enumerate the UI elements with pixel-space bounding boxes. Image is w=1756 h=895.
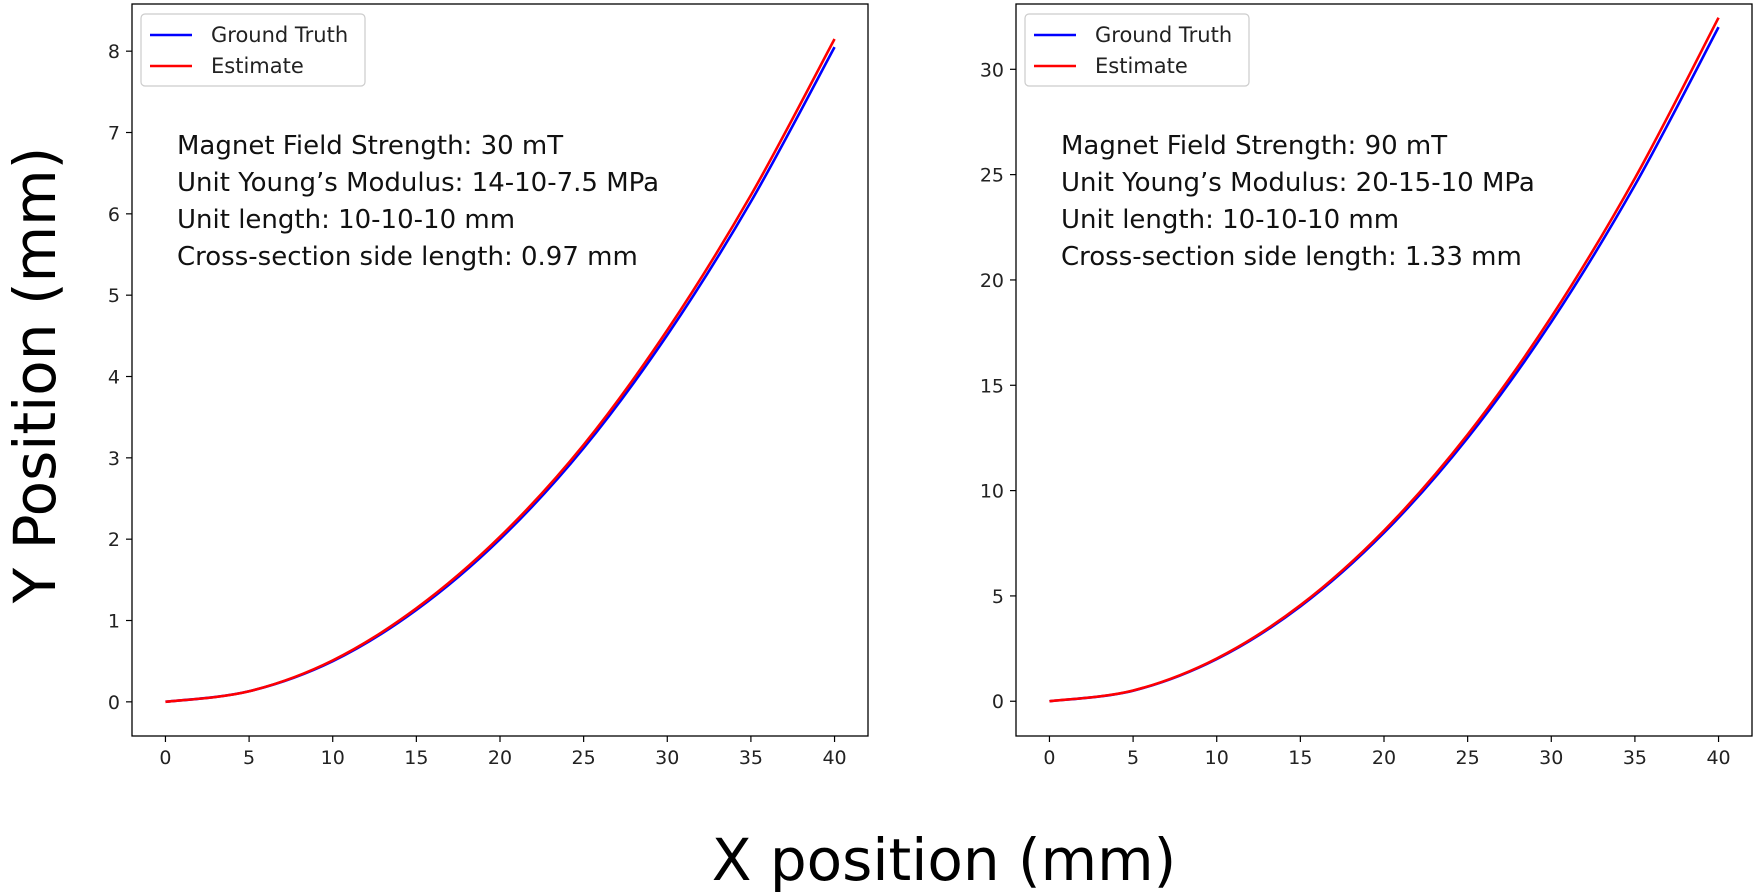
- y-tick-label: 25: [980, 165, 1004, 187]
- right-chart-panel: 0 5 10 15 20 25 30 35 40 0 5 10 15 20 25 30 Ground Truth…: [980, 3, 1753, 769]
- series-line-estimate: [1049, 17, 1720, 703]
- y-tick-label: 15: [980, 375, 1004, 397]
- annotation-line: Unit Young’s Modulus: 20-15-10 MPa: [1061, 168, 1535, 198]
- y-tick-label: 2: [108, 529, 120, 551]
- legend-label: Estimate: [1095, 54, 1188, 78]
- x-axis-title: X position (mm): [712, 826, 1177, 894]
- y-tick-label: 0: [992, 691, 1004, 713]
- x-tick-label: 40: [822, 747, 846, 769]
- legend-box: [140, 13, 366, 87]
- x-tick-label: 15: [404, 747, 428, 769]
- annotation-line: Magnet Field Strength: 30 mT: [177, 131, 563, 161]
- annotation-line: Unit length: 10-10-10 mm: [1061, 205, 1399, 235]
- left-chart-panel: 0 5 10 15 20 25 30 35 40 0 1 2 3 4 5 6 7 8 Ground Truth Est…: [108, 3, 869, 769]
- y-tick-label: 6: [108, 204, 120, 226]
- y-tick-label: 1: [108, 611, 120, 633]
- legend-label: Ground Truth: [211, 23, 348, 47]
- axes-frame: [1015, 3, 1753, 737]
- x-tick-label: 25: [1456, 747, 1480, 769]
- x-tick-label: 10: [1205, 747, 1229, 769]
- y-tick-label: 3: [108, 448, 120, 470]
- y-tick-label: 7: [108, 123, 120, 145]
- x-tick-label: 0: [159, 747, 171, 769]
- y-axis-title: Y Position (mm): [1, 147, 69, 604]
- series-line-ground-truth: [1049, 26, 1720, 703]
- x-tick-label: 35: [739, 747, 763, 769]
- y-tick-label: 10: [980, 481, 1004, 503]
- annotation-line: Unit length: 10-10-10 mm: [177, 205, 515, 235]
- x-tick-label: 30: [1539, 747, 1563, 769]
- x-tick-label: 10: [321, 747, 345, 769]
- y-tick-label: 5: [992, 586, 1004, 608]
- x-tick-label: 0: [1043, 747, 1055, 769]
- x-tick-label: 5: [1127, 747, 1139, 769]
- annotation-line: Cross-section side length: 1.33 mm: [1061, 242, 1522, 272]
- legend-label: Estimate: [211, 54, 304, 78]
- axes-frame: [131, 3, 869, 737]
- y-tick-label: 0: [108, 692, 120, 714]
- x-tick-label: 40: [1706, 747, 1730, 769]
- series-line-estimate: [165, 38, 836, 704]
- x-tick-label: 25: [572, 747, 596, 769]
- x-tick-label: 30: [655, 747, 679, 769]
- x-tick-label: 20: [488, 747, 512, 769]
- annotation-line: Unit Young’s Modulus: 14-10-7.5 MPa: [177, 168, 659, 198]
- y-tick-label: 20: [980, 270, 1004, 292]
- y-tick-label: 30: [980, 59, 1004, 81]
- y-tick-label: 8: [108, 41, 120, 63]
- y-tick-label: 4: [108, 367, 120, 389]
- x-tick-label: 35: [1623, 747, 1647, 769]
- annotation-line: Cross-section side length: 0.97 mm: [177, 242, 638, 272]
- y-tick-label: 5: [108, 285, 120, 307]
- x-tick-label: 15: [1288, 747, 1312, 769]
- legend-label: Ground Truth: [1095, 23, 1232, 47]
- annotation-line: Magnet Field Strength: 90 mT: [1061, 131, 1447, 161]
- x-tick-label: 5: [243, 747, 255, 769]
- legend-box: [1024, 13, 1250, 87]
- x-tick-label: 20: [1372, 747, 1396, 769]
